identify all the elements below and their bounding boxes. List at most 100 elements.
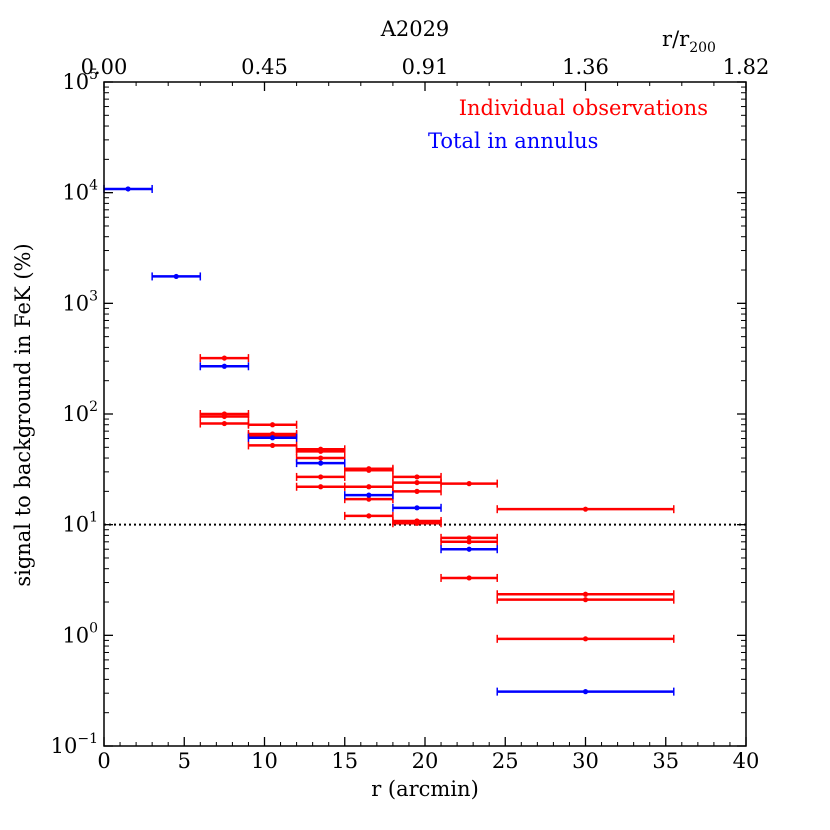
data-point-individual-observations	[392, 519, 442, 528]
x-tick-label: 35	[652, 749, 679, 773]
y-tick-label-exponent: 4	[89, 178, 98, 194]
data-marker	[466, 539, 472, 545]
y-tick-label: 102	[62, 399, 98, 426]
series-individual-observations	[199, 354, 675, 643]
data-point-individual-observations	[496, 590, 675, 599]
top-tick-label: 0.45	[241, 55, 288, 79]
data-point-total-in-annulus	[392, 503, 442, 512]
data-marker	[366, 484, 372, 490]
x-tick-label: 15	[331, 749, 358, 773]
y-tick-label-base: 10	[62, 291, 89, 315]
axes: 0 5 10 15 20 25 30 35 400.00 0.45 0.91 1.36 1.8210−1…	[51, 55, 770, 773]
y-tick-label-base: 10	[62, 513, 89, 537]
y-tick-label-base: 10	[62, 181, 89, 205]
data-marker	[466, 546, 472, 552]
data-marker	[269, 442, 276, 449]
data-point-individual-observations	[295, 447, 346, 456]
data-point-individual-observations	[392, 472, 442, 481]
data-marker	[466, 481, 472, 487]
data-marker	[582, 689, 589, 695]
data-point-total-in-annulus	[344, 491, 394, 500]
data-marker	[366, 513, 372, 519]
x-tick-label: 20	[412, 749, 439, 773]
data-marker	[366, 492, 372, 498]
data-point-individual-observations	[344, 511, 394, 520]
top-tick-label: 0.91	[402, 55, 449, 79]
legend-entry-total-in-annulus: Total in annulus	[428, 129, 598, 153]
data-marker	[318, 484, 324, 490]
data-point-individual-observations	[295, 472, 346, 481]
y-tick-label-exponent: 2	[89, 399, 98, 415]
data-marker	[221, 355, 227, 361]
y-tick-label-exponent: 0	[89, 620, 98, 636]
top-axis-title: r/r200	[662, 27, 716, 56]
x-tick-label: 0	[97, 749, 110, 773]
y-tick-label-exponent: 5	[89, 67, 98, 83]
y-tick-label: 10−1	[51, 731, 98, 758]
top-tick-label: 0.00	[81, 55, 128, 79]
x-tick-label: 40	[733, 749, 760, 773]
data-point-individual-observations	[199, 354, 250, 363]
data-marker	[366, 496, 372, 502]
top-tick-label: 1.36	[562, 55, 609, 79]
x-tick-label: 25	[492, 749, 519, 773]
data-marker	[414, 488, 420, 494]
top-tick-label: 1.82	[723, 55, 770, 79]
data-point-total-in-annulus	[295, 459, 346, 468]
data-point-individual-observations	[440, 537, 498, 546]
x-tick-label: 30	[572, 749, 599, 773]
y-tick-label-base: 10	[62, 70, 89, 94]
data-marker	[414, 479, 420, 486]
data-marker	[366, 467, 372, 473]
legend-entry-individual-observations: Individual observations	[459, 96, 708, 120]
data-marker	[125, 186, 131, 192]
data-marker	[221, 363, 227, 369]
chart-title: A2029	[380, 17, 450, 41]
data-point-individual-observations	[440, 573, 498, 582]
data-marker	[582, 506, 589, 512]
data-point-total-in-annulus	[440, 545, 498, 554]
data-marker	[318, 455, 324, 461]
data-marker	[221, 413, 227, 420]
data-point-individual-observations	[496, 595, 675, 604]
data-point-total-in-annulus	[496, 687, 675, 696]
data-point-total-in-annulus	[247, 433, 298, 442]
data-marker	[414, 474, 420, 480]
top-axis-title-main: r/r	[662, 27, 690, 51]
series-total-in-annulus	[103, 184, 675, 696]
data-point-individual-observations	[496, 505, 675, 514]
y-axis-title: signal to background in FeK (%)	[11, 243, 35, 586]
y-tick-label-base: 10	[62, 402, 89, 426]
x-axis-title: r (arcmin)	[371, 777, 479, 801]
data-point-individual-observations	[344, 495, 394, 504]
data-point-individual-observations	[247, 420, 298, 429]
x-tick-label: 5	[178, 749, 191, 773]
data-point-individual-observations	[295, 454, 346, 463]
y-tick-label-base: 10	[51, 734, 78, 758]
data-marker	[318, 448, 324, 454]
y-tick-label: 104	[62, 178, 98, 205]
data-marker	[269, 435, 276, 441]
data-marker	[466, 535, 472, 541]
y-tick-label-exponent: −1	[77, 731, 98, 747]
data-marker	[221, 420, 227, 427]
data-marker	[582, 591, 589, 597]
plot-area	[103, 184, 746, 696]
y-tick-label-exponent: 3	[89, 288, 98, 304]
y-tick-label: 101	[62, 510, 98, 537]
y-tick-label-base: 10	[62, 623, 89, 647]
data-point-individual-observations	[440, 479, 498, 488]
data-marker	[582, 636, 589, 642]
y-tick-label: 103	[62, 288, 98, 315]
data-marker	[318, 460, 324, 466]
y-tick-label: 100	[62, 620, 98, 647]
data-marker	[414, 520, 420, 526]
data-marker	[173, 273, 179, 280]
top-axis-title-subscript: 200	[689, 40, 716, 56]
y-tick-label: 105	[62, 67, 98, 94]
data-point-individual-observations	[199, 412, 250, 421]
data-marker	[414, 505, 420, 511]
x-tick-label: 10	[251, 749, 278, 773]
data-point-individual-observations	[496, 634, 675, 643]
